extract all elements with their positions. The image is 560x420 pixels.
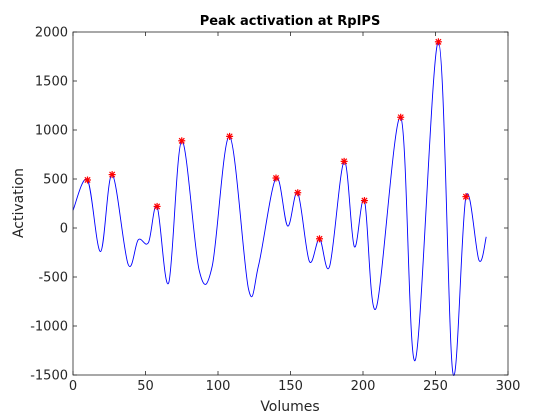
peak-marker <box>316 235 323 243</box>
x-tick-label: 100 <box>206 379 231 394</box>
x-tick-label: 150 <box>278 379 303 394</box>
y-tick-label: 1500 <box>35 75 68 90</box>
x-tick-label: 200 <box>351 379 376 394</box>
peak-marker <box>178 137 186 145</box>
x-tick-label: 300 <box>496 379 521 394</box>
x-tick-label: 0 <box>69 379 77 394</box>
series-layer <box>72 38 487 376</box>
x-axis-title: Volumes <box>260 399 319 415</box>
peak-marker <box>294 189 302 197</box>
plot-area <box>73 32 508 375</box>
y-tick-label: -500 <box>38 271 68 286</box>
y-tick-label: -1000 <box>30 320 68 335</box>
peak-marker <box>360 197 368 205</box>
chart-title: Peak activation at RpIPS <box>200 14 381 29</box>
peak-marker <box>153 202 161 210</box>
y-tick-label: 1000 <box>35 124 68 139</box>
x-tick-label: 50 <box>137 379 154 394</box>
y-tick-label: 2000 <box>35 26 68 41</box>
y-tick-label: 0 <box>60 222 68 237</box>
y-tick-label: -1500 <box>30 369 68 384</box>
peak-marker <box>108 171 116 179</box>
peak-marker <box>434 38 442 46</box>
y-tick-label: 500 <box>43 173 68 188</box>
peak-marker <box>340 157 348 165</box>
peak-marker <box>462 193 470 201</box>
x-tick-label: 250 <box>423 379 448 394</box>
peak-marker <box>226 132 234 140</box>
axes-layer: 0 50 100 150 200 250 300 -1500 -1000 -500 0 500 1000… <box>30 26 520 395</box>
peak-marker <box>272 174 280 182</box>
peak-marker <box>84 176 91 184</box>
y-axis-title: Activation <box>11 168 27 238</box>
peak-marker <box>397 113 405 121</box>
